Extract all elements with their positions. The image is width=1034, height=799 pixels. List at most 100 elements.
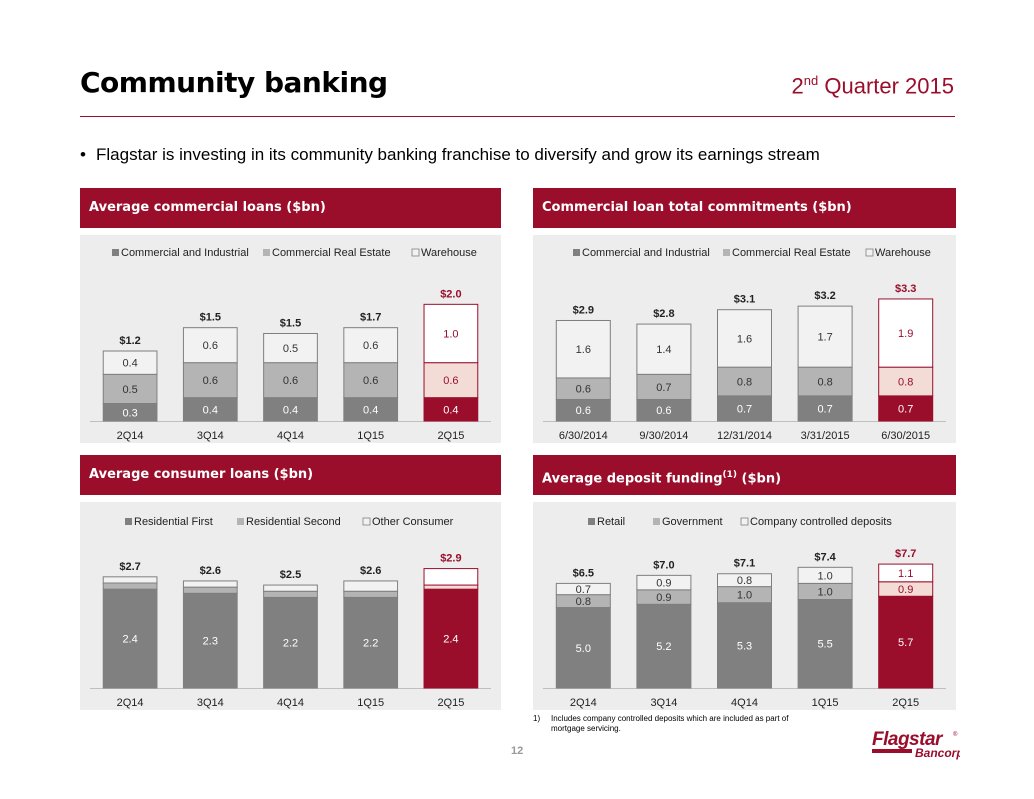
segment-label: 0.6 xyxy=(363,375,378,387)
bar-segment xyxy=(636,323,692,375)
segment-label: 0.9 xyxy=(898,584,913,596)
legend-label: Commercial and Industrial xyxy=(121,247,249,259)
legend-swatch xyxy=(112,249,119,256)
segment-label: 0.7 xyxy=(898,403,913,415)
legend-swatch xyxy=(411,248,420,257)
total-label: $7.0 xyxy=(653,559,674,571)
loan-commitments-header: Commercial loan total commitments ($bn) xyxy=(533,188,956,228)
total-label: $7.4 xyxy=(814,551,836,563)
deposit-funding-panel: Retail Government Company controlled depos… xyxy=(533,502,956,710)
bullet-text: Flagstar is investing in its community b… xyxy=(96,145,820,164)
category-label: 3Q14 xyxy=(197,697,224,709)
segment-label: 0.4 xyxy=(443,404,458,416)
segment-label: 2.4 xyxy=(443,634,458,646)
segment-label: 0.9 xyxy=(656,578,671,590)
flagstar-logo: Flagstar ® Bancorp xyxy=(870,726,964,764)
segment-label: 1.6 xyxy=(576,344,591,356)
bar-segment xyxy=(343,327,399,364)
segment-label: 1.9 xyxy=(898,328,913,340)
segment-label: 0.8 xyxy=(817,377,832,389)
segment-label: 1.0 xyxy=(817,570,832,582)
bar-segment xyxy=(555,582,611,596)
category-label: 3Q14 xyxy=(197,430,224,442)
quarter-ordinal: 2 xyxy=(791,73,804,99)
legend-label: Government xyxy=(662,516,723,528)
legend-swatch xyxy=(263,249,270,256)
total-label: $7.7 xyxy=(895,548,916,560)
segment-label: 0.4 xyxy=(363,404,378,416)
bar-segment xyxy=(263,590,318,598)
total-label: $1.7 xyxy=(360,312,381,324)
consumer-loans-title: Average consumer loans ($bn) xyxy=(89,467,314,482)
footnote-text: Includes company controlled deposits whi… xyxy=(551,714,789,733)
category-label: 1Q15 xyxy=(812,697,839,709)
bar-segment xyxy=(263,584,318,592)
category-label: 3/31/2015 xyxy=(801,430,850,442)
footnote: 1) Includes company controlled deposits … xyxy=(533,714,793,734)
bar-segment xyxy=(263,333,318,364)
segment-label: 1.6 xyxy=(737,333,752,345)
legend-swatch xyxy=(588,518,595,525)
segment-label: 1.0 xyxy=(443,329,458,341)
legend-swatch xyxy=(653,518,660,525)
legend-label: Retail xyxy=(597,516,625,528)
category-label: 2Q14 xyxy=(570,697,597,709)
total-label: $2.8 xyxy=(653,308,674,320)
logo-registered: ® xyxy=(953,731,958,738)
quarter-suffix: nd xyxy=(803,73,819,88)
deposit-funding-title-sup: (1) xyxy=(722,470,738,480)
legend-label: Residential Second xyxy=(246,516,341,528)
category-label: 2Q15 xyxy=(437,697,464,709)
page-title: Community banking xyxy=(80,66,388,99)
segment-label: 5.0 xyxy=(576,643,591,655)
bar-segment xyxy=(636,574,692,591)
category-label: 2Q14 xyxy=(117,430,144,442)
quarter-label: 2nd Quarter 2015 xyxy=(792,73,954,99)
legend-swatch xyxy=(573,249,580,256)
segment-label: 0.6 xyxy=(203,375,218,387)
legend-label: Warehouse xyxy=(875,247,931,259)
bar-segment xyxy=(102,576,158,584)
category-label: 2Q15 xyxy=(437,430,464,442)
segment-label: 1.0 xyxy=(737,590,752,602)
total-label: $2.9 xyxy=(573,304,594,316)
deposit-funding-chart: Retail Government Company controlled depos… xyxy=(543,516,946,709)
logo-sub: Bancorp xyxy=(915,746,960,760)
legend-swatch xyxy=(723,249,730,256)
deposit-funding-header: Average deposit funding(1) ($bn) xyxy=(533,455,956,495)
bar-segment xyxy=(343,362,399,399)
segment-label: 0.4 xyxy=(203,404,218,416)
total-label: $2.0 xyxy=(440,288,461,300)
consumer-loans-header: Average consumer loans ($bn) xyxy=(80,455,501,495)
segment-label: 1.4 xyxy=(656,344,671,356)
bar-segment xyxy=(797,566,853,584)
segment-label: 0.6 xyxy=(576,384,591,396)
total-label: $3.3 xyxy=(895,283,916,295)
segment-label: 0.9 xyxy=(656,592,671,604)
total-label: $2.7 xyxy=(119,561,140,573)
bar-segment xyxy=(102,350,158,375)
legend-label: Commercial and Industrial xyxy=(582,247,710,259)
bar-segment xyxy=(102,588,158,689)
legend-label: Commercial Real Estate xyxy=(732,247,851,259)
segment-label: 5.2 xyxy=(656,641,671,653)
category-label: 2Q14 xyxy=(117,697,144,709)
bar-segment xyxy=(343,580,399,592)
segment-label: 0.6 xyxy=(283,375,298,387)
deposit-funding-title-suffix: ($bn) xyxy=(737,471,782,487)
segment-label: 2.2 xyxy=(363,638,378,650)
page-number: 12 xyxy=(511,745,524,757)
segment-label: 1.0 xyxy=(817,586,832,598)
segment-label: 0.8 xyxy=(737,575,752,587)
total-label: $6.5 xyxy=(573,567,594,579)
loan-commitments-panel: Commercial and Industrial Commercial Real… xyxy=(533,235,956,443)
loan-commitments-chart: Commercial and Industrial Commercial Real… xyxy=(543,247,946,442)
bar-segment xyxy=(423,362,479,399)
bullet-dot-icon: • xyxy=(80,145,86,164)
bar-segment xyxy=(182,586,238,594)
bar-segment xyxy=(716,366,773,397)
legend-swatch xyxy=(237,518,244,525)
legend-label: Residential First xyxy=(134,516,213,528)
deposit-funding-title: Average deposit funding xyxy=(542,471,723,487)
bar-segment xyxy=(878,563,934,583)
